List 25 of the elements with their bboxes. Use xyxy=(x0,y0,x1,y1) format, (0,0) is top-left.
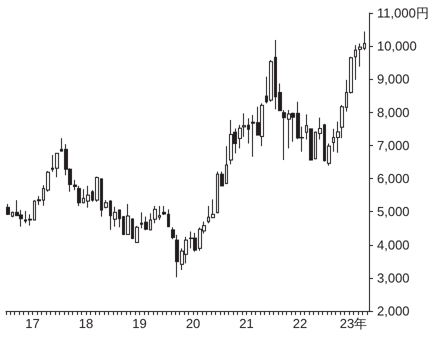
x-tick-label: 18 xyxy=(78,316,94,331)
y-tick-label: 8,000 xyxy=(377,104,410,120)
y-tick-label: 10,000 xyxy=(377,38,417,54)
candlestick xyxy=(55,152,59,178)
candlestick xyxy=(126,204,130,236)
x-tick-label: 21 xyxy=(239,316,254,331)
y-tick-label: 3,000 xyxy=(377,270,410,286)
candlestick xyxy=(144,216,148,231)
x-tick-label: 17 xyxy=(25,316,40,331)
x-tick-label: 22 xyxy=(292,316,308,331)
x-tick-label: 20 xyxy=(186,316,200,331)
y-tick-label: 11,000円 xyxy=(377,6,429,20)
y-tick-label: 9,000 xyxy=(377,72,410,87)
candlestick xyxy=(189,231,193,249)
x-tick-label: 23年 xyxy=(340,316,368,331)
y-tick-label: 6,000 xyxy=(377,171,410,186)
candlestick xyxy=(260,102,264,147)
y-tick-label: 7,000 xyxy=(377,138,410,153)
x-tick-label: 19 xyxy=(132,316,147,331)
candlestick xyxy=(86,185,90,208)
y-tick-label: 5,000 xyxy=(377,204,410,220)
y-tick-label: 4,000 xyxy=(377,237,410,252)
y-tick-label: 2,000 xyxy=(377,304,410,318)
candlestick xyxy=(229,119,233,165)
candlestick xyxy=(6,204,10,216)
